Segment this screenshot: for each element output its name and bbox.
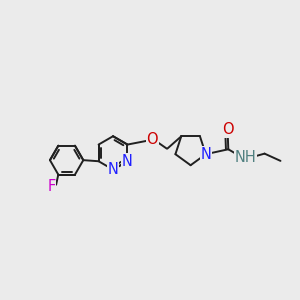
Text: O: O (146, 132, 158, 147)
Text: N: N (122, 154, 133, 169)
Text: N: N (200, 147, 211, 162)
Text: O: O (222, 122, 233, 137)
Text: F: F (47, 179, 56, 194)
Text: N: N (108, 162, 118, 177)
Text: NH: NH (235, 151, 256, 166)
